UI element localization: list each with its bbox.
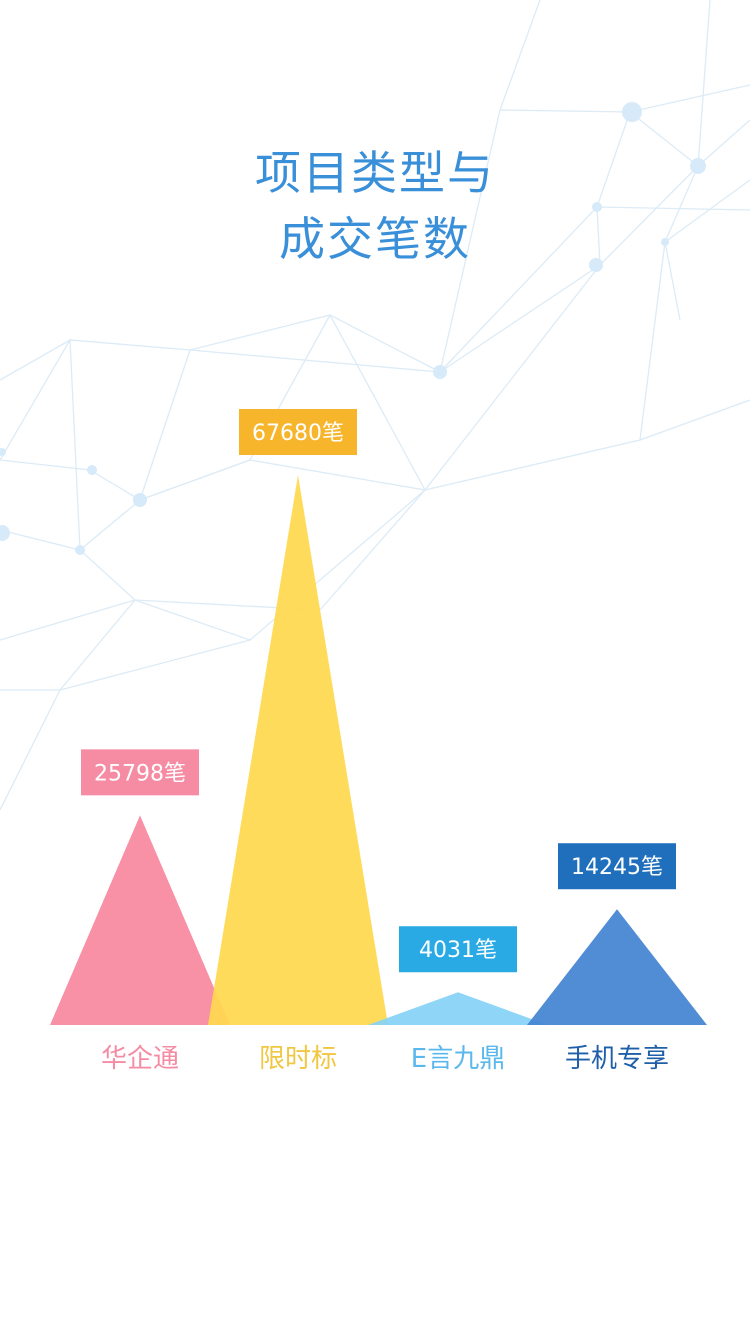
value-label-3: 4031笔: [419, 938, 497, 963]
title-line-1: 项目类型与: [255, 146, 495, 200]
category-label-1: 华企通: [101, 1044, 179, 1074]
value-label-bg-4: [558, 843, 676, 890]
bar-triangle-1: [50, 815, 230, 1025]
value-label-1: 25798笔: [94, 761, 186, 786]
page-title: 项目类型与 成交笔数: [0, 140, 750, 272]
category-label-3: E言九鼎: [411, 1044, 505, 1074]
value-label-4: 14245笔: [571, 855, 663, 880]
value-label-bg-2: [239, 409, 357, 455]
bar-triangle-4: [527, 909, 707, 1025]
category-label-2: 限时标: [259, 1044, 337, 1074]
value-label-2: 67680笔: [252, 421, 344, 446]
bar-triangle-2: [208, 475, 388, 1025]
value-label-bg-3: [399, 926, 517, 973]
category-label-4: 手机专享: [565, 1044, 669, 1074]
bar-triangle-3: [368, 992, 548, 1025]
value-label-bg-1: [81, 749, 199, 796]
title-line-2: 成交笔数: [279, 212, 471, 266]
